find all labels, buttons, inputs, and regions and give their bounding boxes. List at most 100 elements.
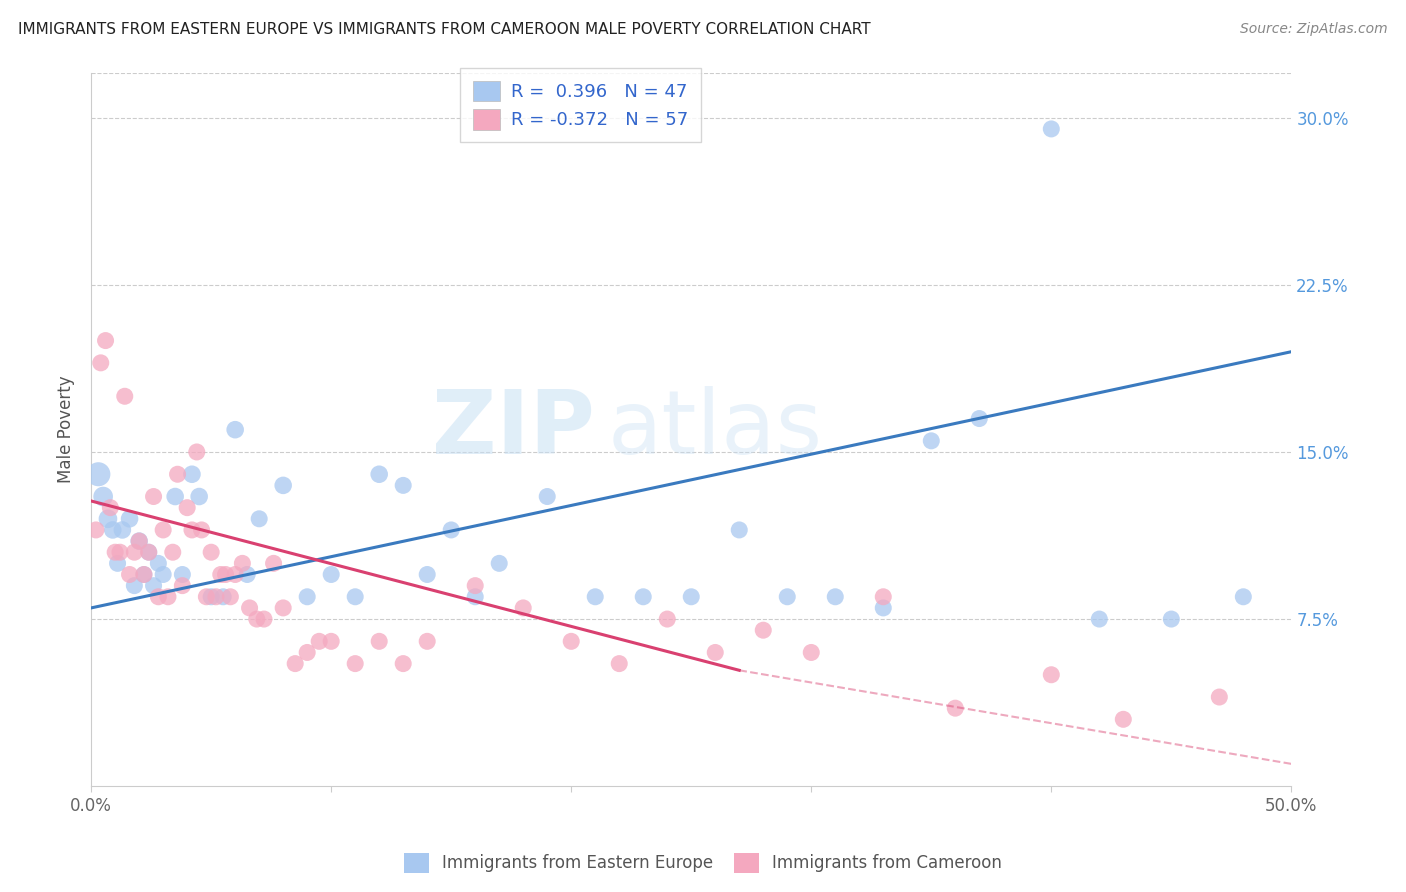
Point (142, 579, 165, 593)
Legend: R =  0.396   N = 47, R = -0.372   N = 57: R = 0.396 N = 47, R = -0.372 N = 57 (460, 68, 700, 142)
Point (148, 557, 170, 571)
Point (84, 523, 107, 537)
Point (631, 590, 654, 604)
Point (1088, 612, 1111, 626)
Point (186, 445, 208, 459)
Point (224, 567, 246, 582)
Point (321, 567, 343, 582)
Point (681, 590, 703, 604)
Point (132, 567, 155, 582)
Point (344, 590, 367, 604)
Point (440, 523, 463, 537)
Point (607, 657, 630, 671)
Point (200, 590, 222, 604)
Point (162, 545, 184, 559)
Point (308, 634, 330, 648)
Point (104, 545, 127, 559)
Point (132, 567, 155, 582)
Point (247, 512, 270, 526)
Point (181, 523, 204, 537)
Point (212, 590, 235, 604)
Point (214, 567, 236, 582)
Point (205, 590, 228, 604)
Point (165, 490, 187, 504)
Point (1040, 667, 1063, 681)
Point (872, 590, 894, 604)
Point (98, 500, 121, 515)
Text: atlas: atlas (607, 386, 823, 473)
Point (263, 557, 285, 571)
Point (800, 645, 823, 659)
Point (943, 701, 966, 715)
Point (236, 567, 259, 582)
Point (239, 601, 262, 615)
Point (188, 490, 211, 504)
Point (295, 645, 318, 659)
Point (172, 579, 194, 593)
Point (152, 567, 174, 582)
Point (219, 590, 242, 604)
Point (728, 523, 751, 537)
Point (195, 590, 218, 604)
Point (142, 490, 165, 504)
Point (172, 567, 194, 582)
Point (271, 478, 294, 492)
Point (321, 634, 343, 648)
Point (776, 590, 799, 604)
Y-axis label: Male Poverty: Male Poverty (58, 376, 75, 483)
Point (87, 467, 110, 482)
Point (118, 512, 141, 526)
Point (583, 590, 606, 604)
Point (156, 590, 179, 604)
Point (536, 490, 558, 504)
Point (138, 545, 160, 559)
Point (872, 601, 894, 615)
Point (101, 523, 124, 537)
Point (114, 389, 136, 403)
Point (209, 567, 232, 582)
Point (107, 557, 129, 571)
Text: ZIP: ZIP (433, 386, 595, 473)
Point (752, 623, 775, 637)
Point (124, 579, 146, 593)
Point (246, 612, 269, 626)
Point (271, 601, 294, 615)
Point (920, 434, 942, 448)
Point (368, 467, 391, 482)
Point (284, 657, 307, 671)
Point (1232, 590, 1254, 604)
Point (1208, 690, 1230, 704)
Point (111, 523, 134, 537)
Point (176, 500, 198, 515)
Point (464, 590, 486, 604)
Point (1160, 612, 1182, 626)
Point (181, 467, 204, 482)
Point (224, 423, 246, 437)
Point (560, 634, 582, 648)
Point (128, 534, 150, 549)
Point (91, 490, 114, 504)
Point (128, 534, 150, 549)
Point (97, 512, 120, 526)
Point (138, 545, 160, 559)
Point (704, 645, 727, 659)
Point (512, 601, 534, 615)
Point (392, 657, 415, 671)
Point (464, 579, 486, 593)
Point (344, 657, 367, 671)
Point (166, 467, 188, 482)
Point (200, 545, 222, 559)
Point (416, 634, 439, 648)
Point (1112, 712, 1135, 726)
Point (148, 590, 170, 604)
Point (969, 411, 991, 425)
Point (231, 557, 253, 571)
Point (824, 590, 846, 604)
Point (295, 590, 318, 604)
Point (368, 634, 391, 648)
Point (253, 612, 276, 626)
Point (118, 567, 141, 582)
Point (416, 567, 439, 582)
Point (657, 612, 679, 626)
Point (1040, 122, 1063, 136)
